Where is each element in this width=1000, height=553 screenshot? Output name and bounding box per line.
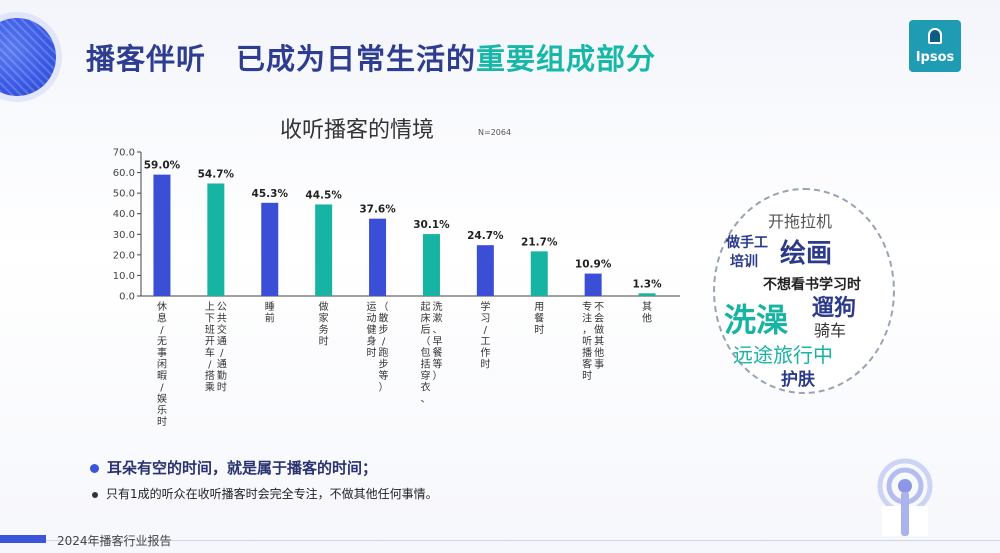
bar	[369, 218, 387, 296]
y-tick-label: 20.0	[113, 250, 135, 261]
x-tick-label: 休息/无事闲暇/娱乐时	[157, 301, 167, 428]
logo-text: Ipsos	[915, 50, 955, 65]
bar	[315, 204, 333, 296]
y-tick-label: 30.0	[113, 230, 135, 241]
word-cloud-word: 护肤	[781, 370, 815, 390]
word-cloud-word: 不想看书学习时	[763, 277, 861, 293]
word-cloud-word: 遛狗	[812, 296, 857, 321]
word-cloud-word: 远途旅行中	[733, 343, 833, 367]
bar	[261, 202, 279, 296]
x-tick-label: 上下班开车/搭乘	[205, 301, 215, 394]
footer-report-name: 2024年播客行业报告	[57, 534, 172, 548]
data-label: 45.3%	[252, 188, 289, 200]
bar	[638, 293, 656, 296]
data-label: 21.7%	[521, 236, 558, 248]
x-tick-label: 睡前	[265, 300, 275, 325]
x-tick-label: 用餐时	[534, 302, 544, 336]
data-label: 54.7%	[198, 168, 235, 180]
word-cloud-word: 开拖拉机	[768, 212, 833, 231]
decorative-circle	[0, 18, 56, 96]
x-tick-label: 起床后（包括穿衣、	[420, 301, 430, 405]
data-label: 10.9%	[575, 259, 612, 271]
x-tick-label: 做家务时	[319, 300, 329, 348]
x-tick-label: 学习/工作时	[480, 300, 490, 371]
word-cloud-word: 做手工	[726, 235, 768, 251]
y-tick-label: 40.0	[113, 209, 135, 220]
y-tick-label: 50.0	[113, 189, 135, 200]
bar-chart: 0.0 10.0 20.0 30.0 40.0 50.0 60.0 70.0 59.0% 休息/无…	[113, 148, 680, 428]
page-title: 播客伴听 已成为日常生活的重要组成部分	[86, 36, 656, 78]
podcast-icon	[877, 458, 933, 536]
ipsos-logo: Ipsos	[909, 20, 961, 72]
data-label: 1.3%	[632, 278, 662, 290]
bar	[584, 273, 602, 296]
data-label: 44.5%	[305, 189, 342, 201]
y-tick-label: 70.0	[113, 148, 135, 159]
x-tick-label: 其他	[642, 301, 652, 325]
x-tick-label: （散步/跑步等）	[379, 301, 389, 394]
data-label: 59.0%	[144, 160, 181, 172]
bar	[422, 234, 440, 296]
word-cloud	[713, 188, 895, 394]
x-tick-label: 运动健身时	[367, 301, 377, 359]
bar	[207, 183, 225, 296]
y-tick-label: 60.0	[113, 168, 135, 179]
word-cloud-word: 绘画	[780, 239, 833, 269]
x-tick-label: 公共交通/通勤时	[217, 302, 227, 394]
bar	[530, 251, 548, 296]
data-label: 37.6%	[359, 204, 396, 216]
word-cloud-word: 骑车	[814, 321, 847, 340]
y-tick-label: 0.0	[119, 292, 135, 303]
bullet-secondary: 只有1成的听众在收听播客时会完全专注，不做其他任何事情。	[92, 485, 438, 502]
bar	[153, 174, 171, 296]
footer-divider	[0, 540, 1000, 541]
chart-sample-size: N=2064	[478, 128, 512, 137]
x-tick-label: 洗漱、早餐等）	[432, 301, 442, 382]
y-tick-label: 10.0	[113, 271, 135, 282]
bullet-primary: 耳朵有空的时间，就是属于播客的时间；	[90, 457, 377, 478]
word-cloud-word: 培训	[730, 254, 758, 270]
page-title-highlight: 重要组成部分	[476, 42, 657, 76]
data-label: 30.1%	[413, 219, 450, 231]
page-title-main: 播客伴听 已成为日常生活的	[86, 42, 477, 76]
word-cloud-word: 洗澡	[724, 301, 789, 339]
footer-accent-bar	[0, 535, 46, 543]
bar	[476, 245, 494, 296]
chart-title: 收听播客的情境	[280, 118, 435, 143]
x-tick-label: 不会做其他事	[594, 302, 604, 371]
data-label: 24.7%	[467, 230, 504, 242]
x-tick-label: 专注，听播客时	[582, 300, 592, 382]
